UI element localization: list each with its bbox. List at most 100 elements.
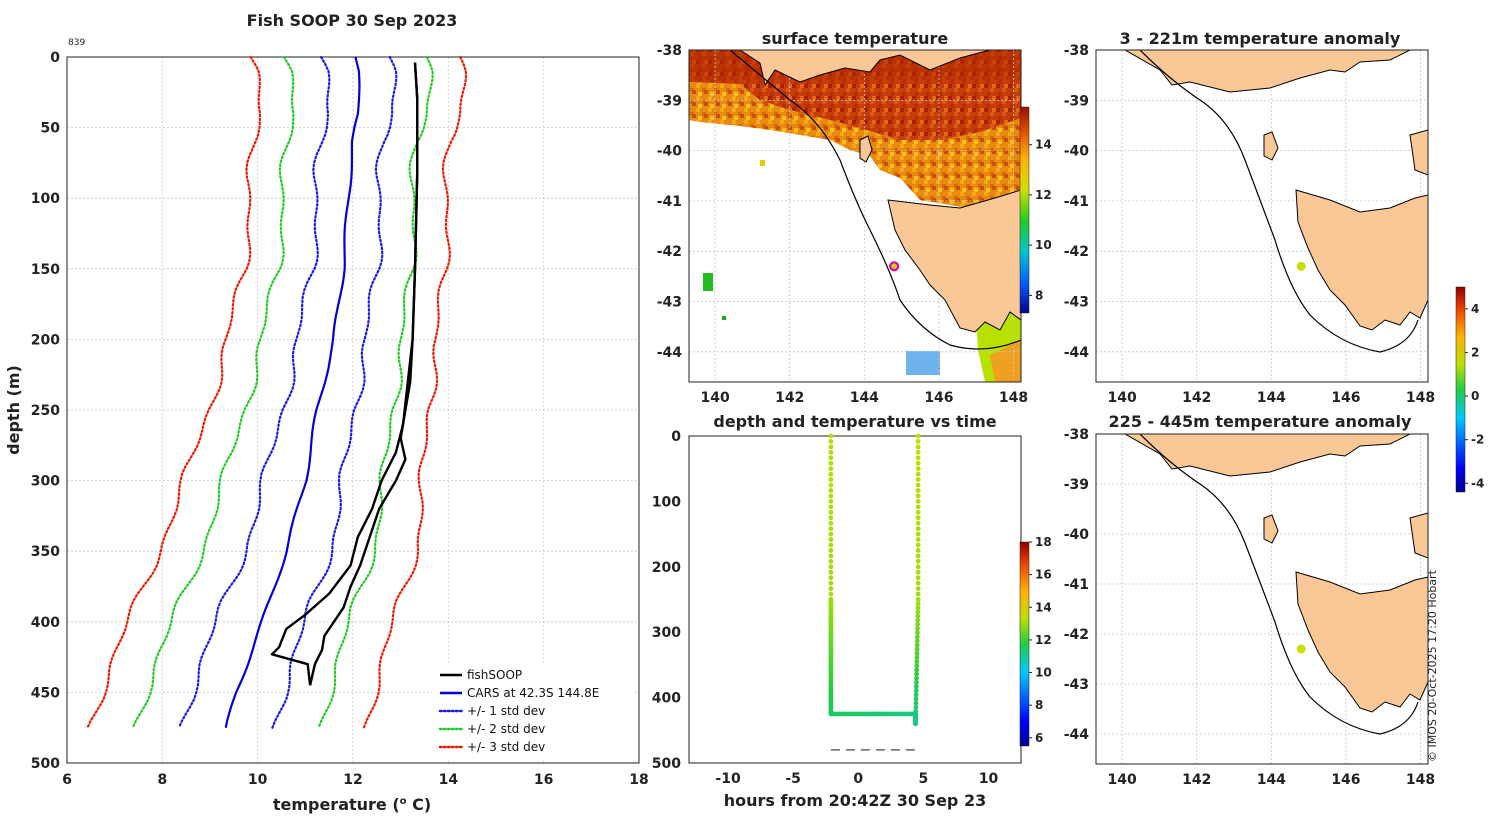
timeseries-point — [913, 717, 919, 723]
timeseries-point — [915, 433, 921, 439]
timeseries-point — [828, 460, 834, 466]
timeseries-point — [828, 449, 834, 455]
timeseries-point — [914, 679, 919, 685]
sst-colorbar-tick-label: 8 — [1035, 288, 1043, 302]
legend-label: CARS at 42.3S 144.8E — [467, 686, 599, 700]
timeseries-point — [914, 667, 920, 673]
timeseries-point — [915, 564, 921, 570]
sst-map-area — [689, 50, 1021, 382]
timeseries-ytick-label: 500 — [652, 756, 681, 772]
anomaly1-ticks: 140 142 144 146 148 -38 -39 -40 -41 -42 -43 -44 — [1064, 43, 1435, 406]
timeseries-colorbar — [1019, 541, 1030, 747]
timeseries-point — [828, 455, 834, 461]
anomaly1-tasmania — [1295, 189, 1428, 331]
timeseries-xtick-label: 0 — [853, 771, 863, 787]
timeseries-point — [828, 553, 834, 559]
timeseries-point — [828, 515, 834, 521]
profile-axes-box — [66, 56, 640, 764]
sst-mainland — [739, 50, 991, 87]
timeseries-point — [913, 713, 919, 718]
legend-label: +/- 1 std dev — [467, 704, 545, 718]
profile-ytick-label: 150 — [31, 262, 60, 278]
timeseries-point — [828, 477, 834, 482]
sst-ticks: 140 142 144 146 148 -38 -39 -40 -41 -42 -43 -44 — [657, 43, 1028, 406]
anomaly1-location-marker — [1296, 261, 1306, 271]
anomaly1-ytick-label: -40 — [1064, 144, 1090, 160]
timeseries-point — [915, 449, 921, 455]
sst-xtick-label: 148 — [999, 390, 1028, 406]
timeseries-point — [915, 597, 921, 602]
timeseries-point — [915, 477, 921, 482]
timeseries-point — [915, 455, 921, 461]
sst-colorbar-tick-label: 12 — [1035, 188, 1052, 202]
profile-xtick-label: 12 — [343, 772, 362, 788]
anomaly1-xtick-label: 144 — [1257, 390, 1286, 406]
timeseries-point — [915, 509, 921, 515]
timeseries-point — [915, 591, 921, 597]
std-dev-3-line — [362, 55, 468, 729]
profile-ytick-label: 50 — [41, 121, 61, 137]
anomaly2-map-area — [1096, 434, 1428, 764]
sst-ytick-label: -40 — [657, 144, 683, 160]
profile-xtick-label: 16 — [534, 772, 553, 788]
sst-king-island — [859, 135, 873, 163]
anomaly1-xtick-label: 146 — [1331, 390, 1360, 406]
timeseries-point — [915, 586, 921, 591]
profile-ylabel: depth (m) — [4, 365, 23, 455]
profile-lines — [86, 55, 468, 729]
timeseries-colorbar-tick-label: 12 — [1035, 633, 1052, 647]
anomaly1-shelf-contour — [1139, 50, 1419, 353]
sst-xtick-label: 140 — [700, 390, 729, 406]
anomaly1-ytick-label: -43 — [1064, 295, 1089, 311]
legend-label: +/- 3 std dev — [467, 740, 545, 754]
sst-ytick-label: -39 — [657, 93, 682, 109]
anomaly2-axes-box — [1095, 433, 1429, 765]
watermark: © IMOS 20-Oct-2025 17:20 Hobart — [1426, 569, 1439, 762]
anomaly1-ytick-label: -41 — [1064, 194, 1089, 210]
anomaly2-ytick-label: -41 — [1064, 577, 1089, 593]
timeseries-point — [828, 439, 834, 444]
anomaly2-xtick-label: 146 — [1331, 772, 1360, 788]
anomaly-colorbar-tick-label: 4 — [1471, 302, 1479, 316]
timeseries-point — [828, 520, 834, 526]
timeseries-point — [915, 580, 921, 586]
std-dev-1-line — [177, 55, 331, 729]
timeseries-panel: depth and temperature vs time -10 -5 0 5 100… — [652, 412, 1052, 810]
anomaly2-xtick-label: 142 — [1182, 772, 1211, 788]
sst-location-marker — [889, 261, 900, 272]
timeseries-point — [828, 558, 834, 564]
timeseries-point — [915, 626, 920, 631]
anomaly1-grid — [1096, 50, 1428, 382]
fishsoop-down-line — [270, 62, 419, 686]
timeseries-point — [828, 526, 834, 532]
timeseries-xtick-label: -5 — [785, 771, 801, 787]
fishsoop-up-line — [308, 62, 419, 686]
timeseries-point — [913, 708, 919, 714]
anomaly1-map-area — [1096, 50, 1428, 382]
sst-colorbar-tick-label: 10 — [1035, 238, 1052, 252]
timeseries-point — [914, 638, 920, 644]
profile-ytick-label: 300 — [31, 474, 60, 490]
timeseries-point — [913, 721, 918, 727]
timeseries-point — [913, 688, 919, 694]
profile-xtick-label: 10 — [248, 772, 268, 788]
timeseries-point — [915, 520, 921, 526]
timeseries-point — [915, 569, 921, 575]
anomaly2-ytick-label: -43 — [1064, 677, 1089, 693]
timeseries-colorbar-tick-label: 8 — [1035, 698, 1043, 712]
timeseries-point — [914, 663, 920, 669]
timeseries-point — [915, 504, 921, 510]
timeseries-point — [915, 444, 921, 450]
profile-ytick-label: 250 — [31, 403, 60, 419]
anomaly2-xtick-label: 140 — [1107, 772, 1136, 788]
sst-xtick-label: 144 — [850, 390, 879, 406]
profile-xlabel: temperature (o C) — [273, 795, 431, 814]
timeseries-point — [913, 700, 919, 706]
timeseries-point — [914, 671, 919, 677]
sst-panel: surface temperature 140 142 144 146 148-38-3… — [657, 29, 1052, 406]
legend-box — [432, 664, 635, 760]
anomaly-colorbar-tick-label: 0 — [1471, 389, 1479, 403]
timeseries-point — [828, 564, 834, 570]
timeseries-point — [828, 569, 834, 575]
timeseries-point — [914, 675, 919, 681]
